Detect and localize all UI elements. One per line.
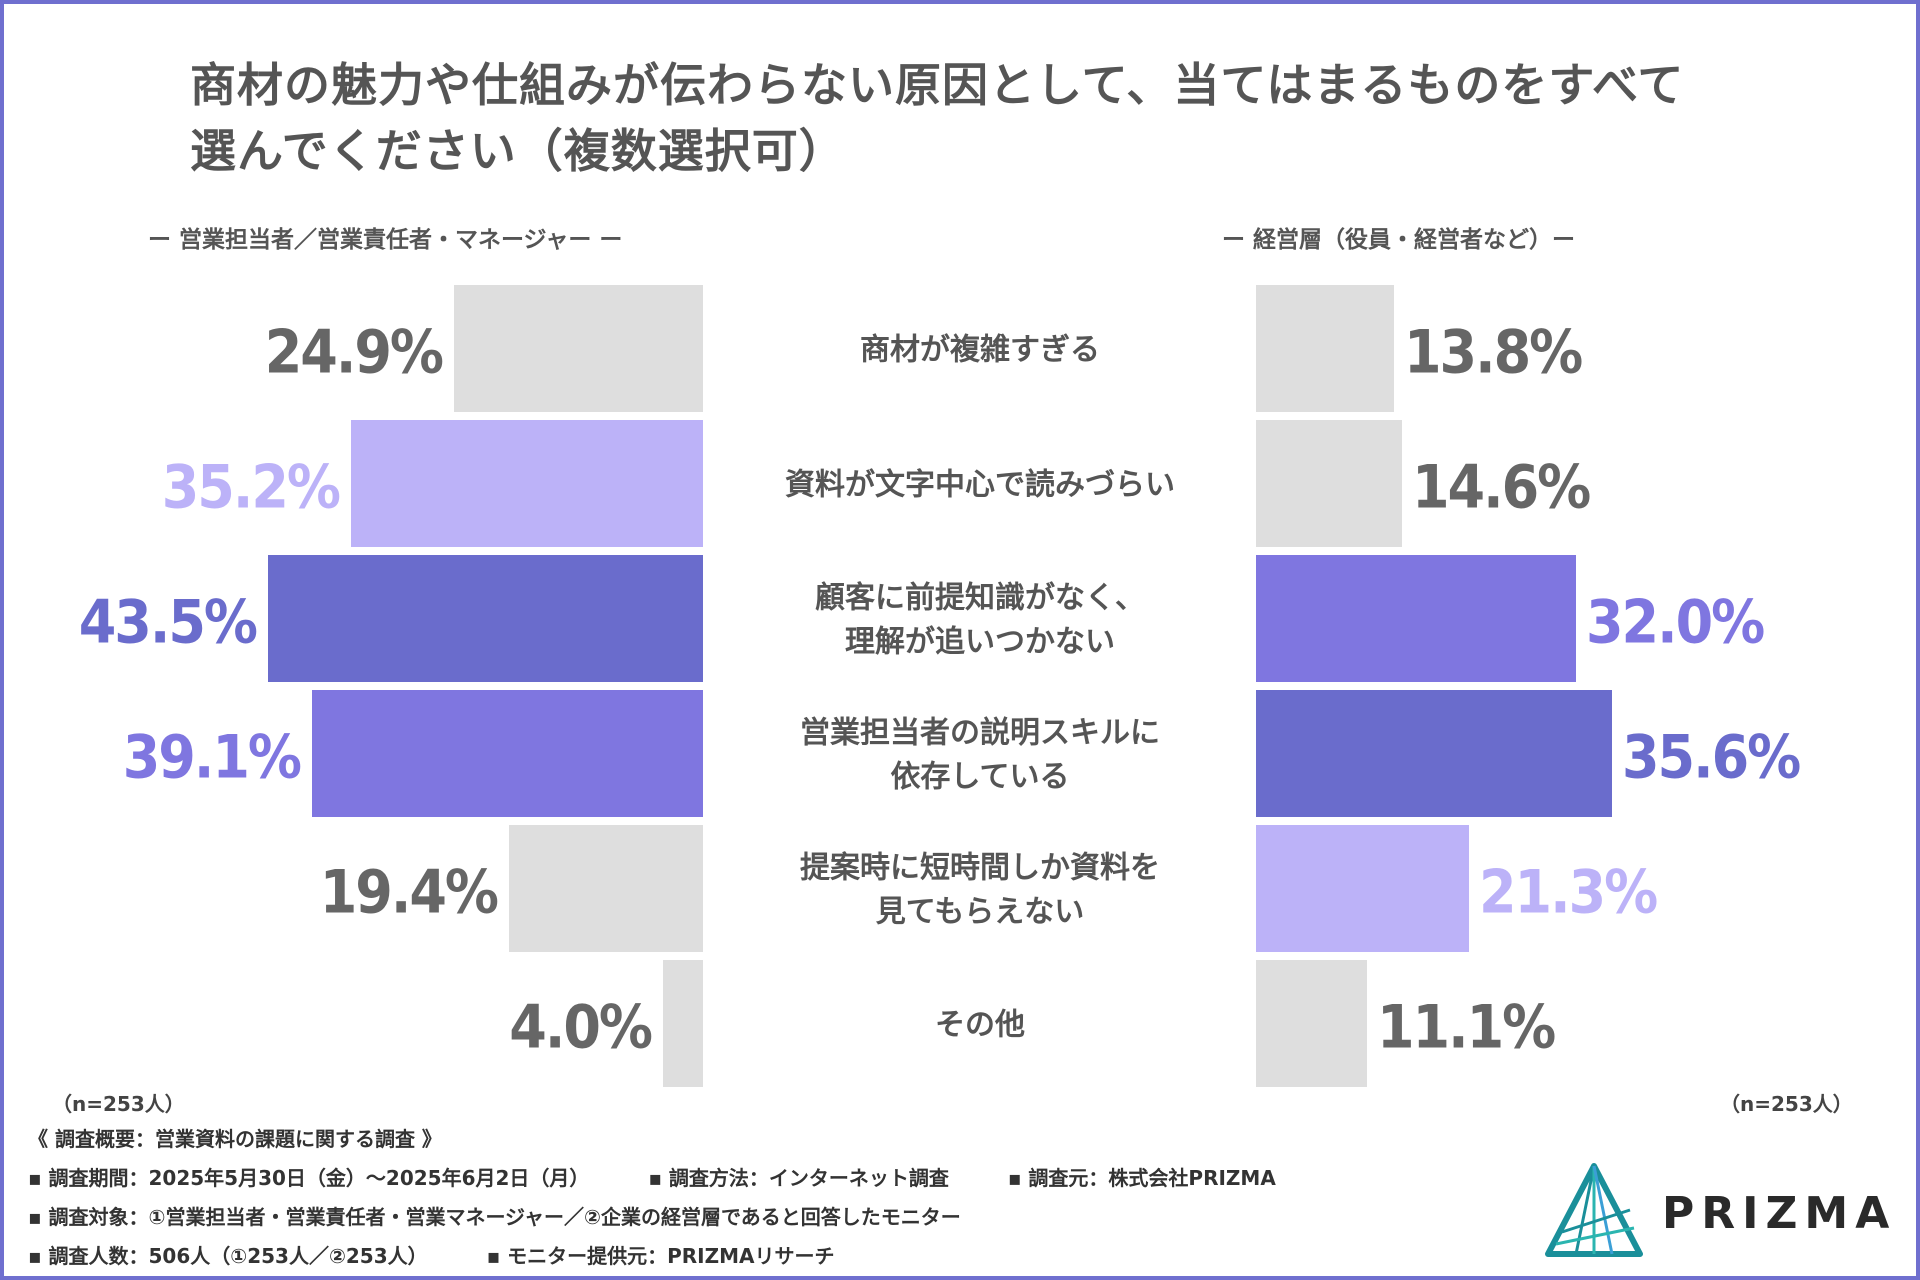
left-bar-6	[663, 960, 703, 1087]
survey-summary: 《 調査概要：営業資料の課題に関する調査 》	[28, 1127, 442, 1151]
right-value-label-2: 14.6%	[1412, 453, 1590, 523]
right-value-label-4: 35.6%	[1622, 723, 1800, 793]
category-label-3-line-2: 理解が追いつかない	[845, 625, 1115, 660]
right-bar-2	[1256, 420, 1402, 547]
left-bar-1	[454, 285, 703, 412]
survey-provider: ▪ モニター提供元：PRIZMAリサーチ	[486, 1244, 835, 1268]
right-bar-1	[1256, 285, 1394, 412]
chart-title: 商材の魅力や仕組みが伝わらない原因として、当てはまるものをすべて 選んでください…	[190, 52, 1750, 184]
left-value-label-2: 35.2%	[162, 453, 340, 523]
prism-triangle-icon	[1545, 1163, 1643, 1257]
right-bar-5	[1256, 825, 1469, 952]
left-bar-3	[268, 555, 703, 682]
left-value-label-4: 39.1%	[123, 723, 301, 793]
logo-text: PRIZMA	[1662, 1188, 1897, 1239]
title-line-2: 選んでください（複数選択可）	[190, 124, 846, 178]
left-bar-5	[509, 825, 703, 952]
right-bar-3	[1256, 555, 1576, 682]
right-value-label-1: 13.8%	[1404, 318, 1582, 388]
category-label-5-line-1: 提案時に短時間しか資料を	[800, 851, 1160, 886]
title-line-1: 商材の魅力や仕組みが伝わらない原因として、当てはまるものをすべて	[190, 58, 1685, 112]
left-sample-size: （n=253人）	[52, 1092, 185, 1116]
category-label-6-line-1: その他	[935, 1008, 1025, 1043]
left-value-label-6: 4.0%	[509, 993, 652, 1063]
category-label-4-line-2: 依存している	[890, 760, 1069, 795]
survey-count: ▪ 調査人数：506人（①253人／②253人）	[28, 1244, 428, 1268]
right-value-label-5: 21.3%	[1479, 858, 1657, 928]
survey-row-3: ▪ 調査人数：506人（①253人／②253人） ▪ モニター提供元：PRIZM…	[28, 1237, 1328, 1276]
left-value-label-5: 19.4%	[320, 858, 498, 928]
category-label-3-line-1: 顧客に前提知識がなく、	[815, 581, 1145, 616]
left-value-label-3: 43.5%	[79, 588, 257, 658]
category-label-4-line-1: 営業担当者の説明スキルに	[800, 716, 1160, 751]
right-series-header: ー 経営層（役員・経営者など）ー	[1222, 227, 1576, 253]
survey-source: ▪ 調査元：株式会社PRIZMA	[1007, 1166, 1276, 1190]
right-bar-6	[1256, 960, 1367, 1087]
right-bar-4	[1256, 690, 1612, 817]
category-label-2-line-1: 資料が文字中心で読みづらい	[785, 468, 1175, 503]
right-sample-size: （n=253人）	[1720, 1092, 1853, 1116]
right-value-label-3: 32.0%	[1586, 588, 1764, 658]
survey-period: ▪ 調査期間：2025年5月30日（金）～2025年6月2日（月）	[28, 1166, 590, 1190]
survey-target: ▪ 調査対象：①営業担当者・営業責任者・営業マネージャー／②企業の経営層であると…	[28, 1205, 961, 1229]
category-label-5-line-2: 見てもらえない	[876, 895, 1085, 930]
left-series-header: ー 営業担当者／営業責任者・マネージャー ー	[148, 227, 623, 253]
survey-overview: 《 調査概要：営業資料の課題に関する調査 》 ▪ 調査期間：2025年5月30日…	[28, 1120, 1328, 1276]
right-value-label-6: 11.1%	[1377, 993, 1555, 1063]
prizma-logo: PRIZMA	[1542, 1162, 1902, 1262]
left-bar-2	[351, 420, 703, 547]
survey-method: ▪ 調査方法：インターネット調査	[648, 1166, 949, 1190]
category-label-1-line-1: 商材が複雑すぎる	[860, 333, 1100, 368]
left-value-label-1: 24.9%	[265, 318, 443, 388]
left-bar-4	[312, 690, 703, 817]
survey-row-1: ▪ 調査期間：2025年5月30日（金）～2025年6月2日（月） ▪ 調査方法…	[28, 1159, 1328, 1198]
